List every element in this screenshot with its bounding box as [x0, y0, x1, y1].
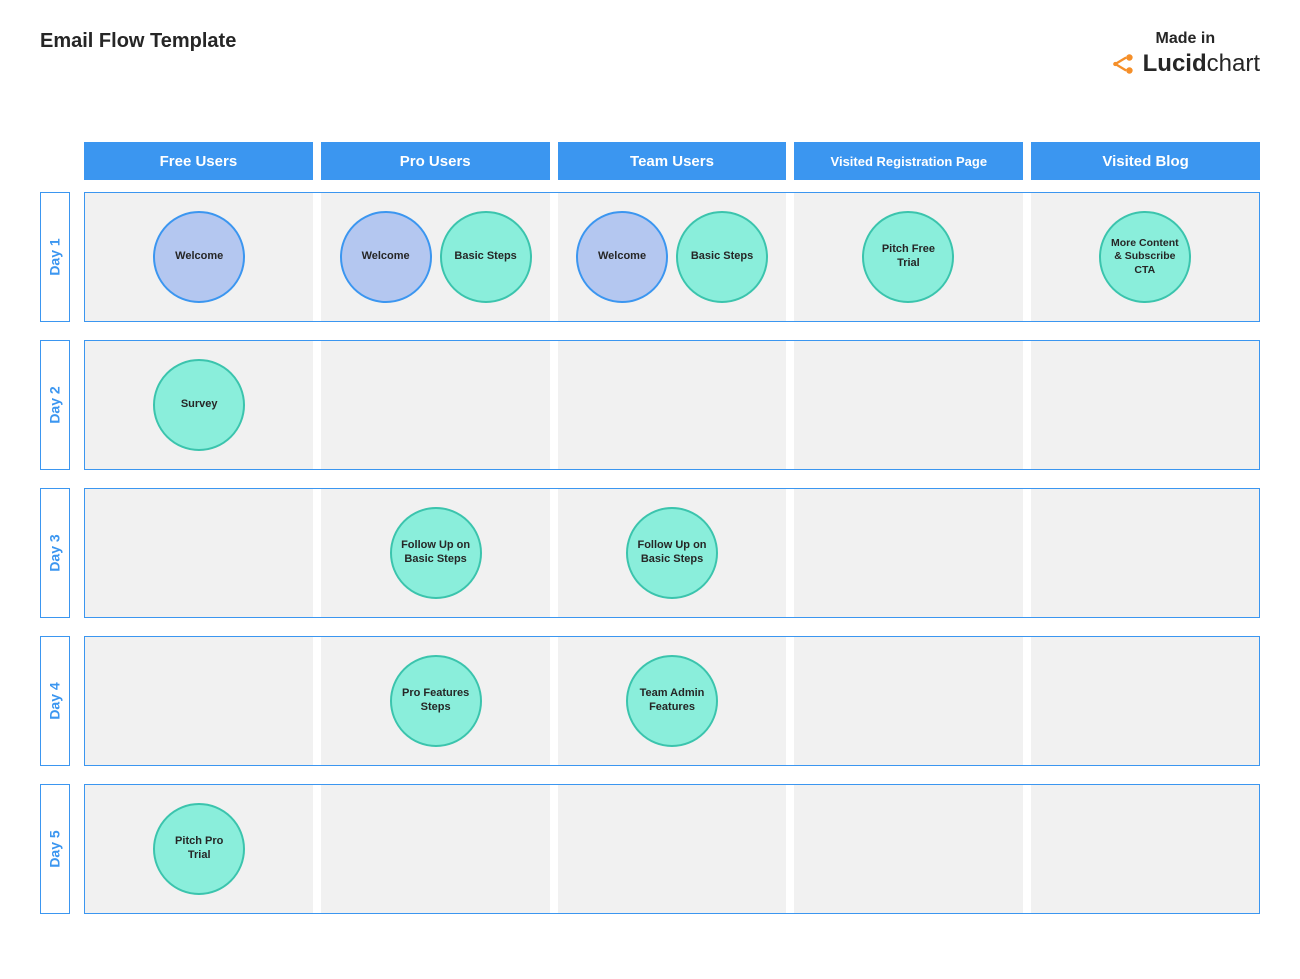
flow-node: Welcome — [153, 211, 245, 303]
swimlane-cell — [321, 785, 549, 913]
flow-node: More Content & Subscribe CTA — [1099, 211, 1191, 303]
flow-node: Team Admin Features — [626, 655, 718, 747]
page-title: Email Flow Template — [40, 30, 236, 53]
column-headers-row: Free UsersPro UsersTeam UsersVisited Reg… — [40, 142, 1260, 180]
flow-node: Survey — [153, 359, 245, 451]
day-label: Day 5 — [40, 784, 70, 914]
swimlane-cell: Follow Up on Basic Steps — [321, 489, 549, 617]
swimlane-row: Day 2 Survey — [40, 340, 1260, 470]
lucidchart-mark-icon — [1111, 51, 1137, 77]
swimlane-row: Day 5 Pitch Pro Trial — [40, 784, 1260, 914]
flow-node: Welcome — [576, 211, 668, 303]
flow-node: Basic Steps — [440, 211, 532, 303]
row-body: WelcomeWelcomeBasic StepsWelcomeBasic St… — [84, 192, 1260, 322]
branding-block: Made in Lucidchart — [1111, 30, 1260, 78]
swimlane-cell — [794, 341, 1022, 469]
swimlane-cell — [558, 341, 786, 469]
day-label: Day 4 — [40, 636, 70, 766]
flow-node: Pitch Pro Trial — [153, 803, 245, 895]
swimlane-cell — [1031, 341, 1259, 469]
swimlane-cell — [85, 637, 313, 765]
swimlane-cell: WelcomeBasic Steps — [321, 193, 549, 321]
column-header: Pro Users — [321, 142, 550, 180]
swimlane-cell: Follow Up on Basic Steps — [558, 489, 786, 617]
swimlane-cell: Pitch Pro Trial — [85, 785, 313, 913]
flow-node: Follow Up on Basic Steps — [626, 507, 718, 599]
swimlane-row: Day 4 Pro Features Steps Team Admin Featur… — [40, 636, 1260, 766]
flow-node: Pro Features Steps — [390, 655, 482, 747]
swimlane-rows: Day 1WelcomeWelcomeBasic StepsWelcomeBas… — [40, 192, 1260, 914]
swimlane-cell — [1031, 489, 1259, 617]
swimlane-row: Day 1WelcomeWelcomeBasic StepsWelcomeBas… — [40, 192, 1260, 322]
swimlane-cell — [794, 785, 1022, 913]
column-header: Visited Blog — [1031, 142, 1260, 180]
lucidchart-wordmark: Lucidchart — [1143, 50, 1260, 78]
swimlane-cell: Pro Features Steps — [321, 637, 549, 765]
swimlane-cell — [794, 637, 1022, 765]
flow-node: Welcome — [340, 211, 432, 303]
column-header: Visited Registration Page — [794, 142, 1023, 180]
row-body: Pitch Pro Trial — [84, 784, 1260, 914]
swimlane-cell — [1031, 785, 1259, 913]
swimlane-cell — [321, 341, 549, 469]
row-body: Survey — [84, 340, 1260, 470]
swimlane-cell: Pitch Free Trial — [794, 193, 1022, 321]
row-body: Follow Up on Basic Steps Follow Up on Bas… — [84, 488, 1260, 618]
swimlane-row: Day 3Follow Up on Basic StepsFollow Up o… — [40, 488, 1260, 618]
made-in-text: Made in — [1111, 30, 1260, 48]
column-header: Free Users — [84, 142, 313, 180]
column-header: Team Users — [558, 142, 787, 180]
swimlane-cell: Welcome — [85, 193, 313, 321]
swimlane-cell: More Content & Subscribe CTA — [1031, 193, 1259, 321]
flow-node: Pitch Free Trial — [862, 211, 954, 303]
day-label: Day 3 — [40, 488, 70, 618]
swimlane-cell — [794, 489, 1022, 617]
flow-node: Follow Up on Basic Steps — [390, 507, 482, 599]
row-body: Pro Features Steps Team Admin Features — [84, 636, 1260, 766]
swimlane-cell — [558, 785, 786, 913]
flow-node: Basic Steps — [676, 211, 768, 303]
day-label: Day 1 — [40, 192, 70, 322]
swimlane-cell: WelcomeBasic Steps — [558, 193, 786, 321]
lucidchart-logo: Lucidchart — [1111, 50, 1260, 78]
swimlane-cell: Survey — [85, 341, 313, 469]
swimlane-cell — [1031, 637, 1259, 765]
day-label: Day 2 — [40, 340, 70, 470]
swimlane-cell — [85, 489, 313, 617]
swimlane-cell: Team Admin Features — [558, 637, 786, 765]
email-flow-chart: Free UsersPro UsersTeam UsersVisited Reg… — [40, 142, 1260, 932]
